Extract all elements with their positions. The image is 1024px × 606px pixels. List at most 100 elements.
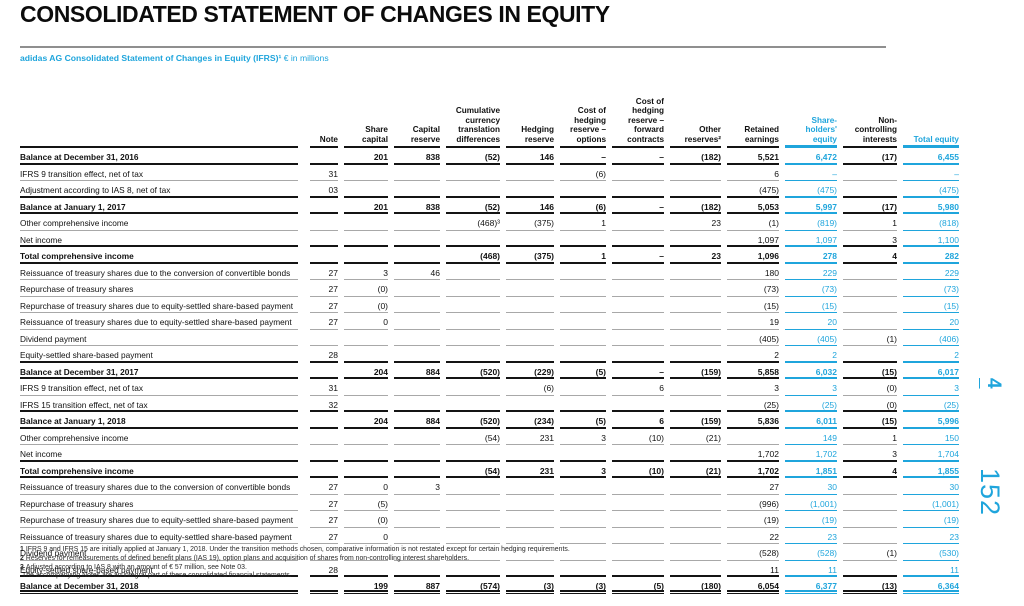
cell-capital-reserve <box>388 296 440 313</box>
cell-note <box>304 329 338 346</box>
cell-shareholders-equity: (475) <box>779 181 837 198</box>
cell-capital-reserve: 887 <box>388 577 440 594</box>
cell-share-capital <box>338 247 388 264</box>
cell-cumulative-currency-translation-differences <box>440 329 500 346</box>
cell-retained-earnings: 5,521 <box>721 148 779 165</box>
cell-cumulative-currency-translation-differences: (52) <box>440 197 500 214</box>
cell-cost-of-hedging-reserve-options <box>554 395 606 412</box>
cell-cost-of-hedging-reserve-forward-contracts <box>606 181 664 198</box>
row-label: IFRS 9 transition effect, net of tax <box>20 164 304 181</box>
cell-hedging-reserve <box>500 329 554 346</box>
cell-total-equity: 3 <box>897 379 959 396</box>
cell-total-equity: (406) <box>897 329 959 346</box>
cell-capital-reserve <box>388 395 440 412</box>
table-row: Equity-settled share-based payment 28 11 11… <box>20 560 959 577</box>
cell-cost-of-hedging-reserve-options: (6) <box>554 164 606 181</box>
cell-capital-reserve <box>388 313 440 330</box>
cell-total-equity: 1,100 <box>897 230 959 247</box>
cell-share-capital <box>338 214 388 231</box>
table-row: IFRS 9 transition effect, net of tax 31 (6… <box>20 379 959 396</box>
cell-cost-of-hedging-reserve-forward-contracts <box>606 313 664 330</box>
cell-non-controlling-interests <box>837 494 897 511</box>
cell-capital-reserve: 838 <box>388 197 440 214</box>
cell-cost-of-hedging-reserve-forward-contracts: – <box>606 197 664 214</box>
cell-shareholders-equity: (819) <box>779 214 837 231</box>
table-row: Net income 1,702 1,702 3 1,704 <box>20 445 959 462</box>
cell-note <box>304 247 338 264</box>
cell-cost-of-hedging-reserve-options <box>554 527 606 544</box>
cell-cost-of-hedging-reserve-options <box>554 263 606 280</box>
footnotes: 1 IFRS 9 and IFRS 15 are initially applie… <box>20 546 570 581</box>
cell-note: 28 <box>304 346 338 363</box>
cell-non-controlling-interests <box>837 511 897 528</box>
cell-share-capital <box>338 181 388 198</box>
table-row: Repurchase of treasury shares 27 (0) (73) (7… <box>20 280 959 297</box>
cell-cumulative-currency-translation-differences <box>440 395 500 412</box>
cell-other-reserves: 23 <box>664 214 721 231</box>
cell-other-reserves <box>664 527 721 544</box>
cell-cost-of-hedging-reserve-forward-contracts <box>606 560 664 577</box>
cell-other-reserves: (182) <box>664 148 721 165</box>
cell-retained-earnings: 6,054 <box>721 577 779 594</box>
col-header-cumulative-currency-translation-differences: Cumulative currency translation differen… <box>440 86 500 148</box>
section-number: 4 <box>983 378 1004 389</box>
cell-cost-of-hedging-reserve-forward-contracts <box>606 478 664 495</box>
cell-cumulative-currency-translation-differences <box>440 313 500 330</box>
cell-other-reserves: (159) <box>664 362 721 379</box>
cell-hedging-reserve <box>500 527 554 544</box>
cell-cost-of-hedging-reserve-options: 1 <box>554 247 606 264</box>
col-header-total-equity: Total equity <box>897 86 959 148</box>
cell-non-controlling-interests: (0) <box>837 395 897 412</box>
cell-other-reserves <box>664 478 721 495</box>
cell-retained-earnings: 5,858 <box>721 362 779 379</box>
cell-retained-earnings: 1,097 <box>721 230 779 247</box>
cell-non-controlling-interests: (17) <box>837 148 897 165</box>
cell-other-reserves: (182) <box>664 197 721 214</box>
cell-total-equity: 6,455 <box>897 148 959 165</box>
cell-cost-of-hedging-reserve-forward-contracts: 6 <box>606 379 664 396</box>
cell-shareholders-equity: – <box>779 164 837 181</box>
footnote: 2 Reserves for remeasurements of defined … <box>20 555 570 564</box>
cell-cumulative-currency-translation-differences: (54) <box>440 428 500 445</box>
cell-note <box>304 214 338 231</box>
cell-note: 27 <box>304 494 338 511</box>
cell-non-controlling-interests: 3 <box>837 445 897 462</box>
table-caption-unit: € in millions <box>281 53 329 63</box>
cell-cost-of-hedging-reserve-options: 3 <box>554 461 606 478</box>
cell-retained-earnings: 180 <box>721 263 779 280</box>
cell-capital-reserve: 838 <box>388 148 440 165</box>
cell-shareholders-equity: 20 <box>779 313 837 330</box>
cell-note: 28 <box>304 560 338 577</box>
table-row: Dividend payment (528) (528) (1) (530) <box>20 544 959 561</box>
cell-note: 31 <box>304 379 338 396</box>
footnote-marker: 3 <box>20 563 24 571</box>
cell-total-equity: 6,017 <box>897 362 959 379</box>
cell-cost-of-hedging-reserve-options <box>554 181 606 198</box>
cell-note: 27 <box>304 263 338 280</box>
cell-cost-of-hedging-reserve-forward-contracts <box>606 329 664 346</box>
cell-cost-of-hedging-reserve-forward-contracts <box>606 395 664 412</box>
cell-capital-reserve: 884 <box>388 412 440 429</box>
cell-cost-of-hedging-reserve-options <box>554 544 606 561</box>
cell-cost-of-hedging-reserve-forward-contracts <box>606 346 664 363</box>
cell-cost-of-hedging-reserve-forward-contracts <box>606 164 664 181</box>
cell-non-controlling-interests <box>837 560 897 577</box>
cell-non-controlling-interests <box>837 313 897 330</box>
cell-share-capital: 204 <box>338 362 388 379</box>
cell-share-capital <box>338 544 388 561</box>
table-row: IFRS 9 transition effect, net of tax 31 (6… <box>20 164 959 181</box>
cell-non-controlling-interests: (13) <box>837 577 897 594</box>
cell-other-reserves <box>664 181 721 198</box>
footnote-text: Adjusted according to IAS 8 with an amou… <box>25 563 247 571</box>
cell-capital-reserve <box>388 230 440 247</box>
cell-cumulative-currency-translation-differences: (54) <box>440 461 500 478</box>
cell-capital-reserve <box>388 346 440 363</box>
row-label: Balance at January 1, 2017 <box>20 197 304 214</box>
row-label: IFRS 9 transition effect, net of tax <box>20 379 304 396</box>
cell-non-controlling-interests: 4 <box>837 461 897 478</box>
cell-note: 27 <box>304 313 338 330</box>
cell-cost-of-hedging-reserve-forward-contracts <box>606 511 664 528</box>
cell-cost-of-hedging-reserve-options <box>554 280 606 297</box>
footnote-text: The accompanying Notes are an integral p… <box>22 572 292 580</box>
row-label: Total comprehensive income <box>20 247 304 264</box>
